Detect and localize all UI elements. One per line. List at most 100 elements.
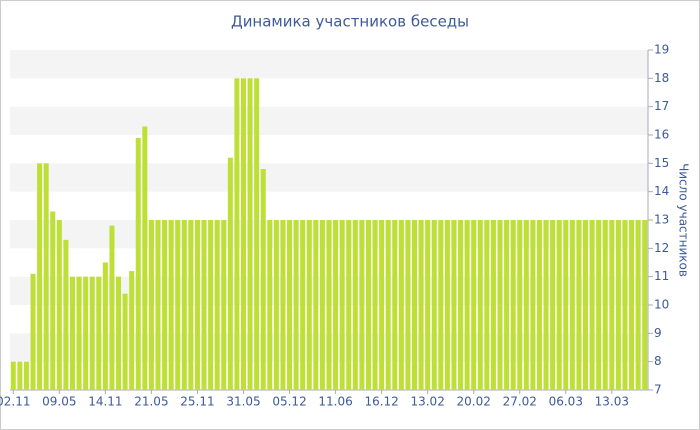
bar <box>510 220 516 390</box>
grid-band <box>10 163 648 192</box>
bar <box>175 220 181 390</box>
bar <box>425 220 431 390</box>
bar <box>339 220 345 390</box>
y-tick-label: 10 <box>654 298 669 312</box>
bar <box>287 220 293 390</box>
bar <box>43 163 49 390</box>
bar <box>615 220 621 390</box>
bar <box>569 220 575 390</box>
bar <box>142 126 148 390</box>
bar <box>122 293 128 390</box>
bar <box>365 220 371 390</box>
bar <box>517 220 523 390</box>
bar <box>596 220 602 390</box>
bar <box>129 271 135 390</box>
bar <box>589 220 595 390</box>
bar <box>464 220 470 390</box>
bar <box>76 276 82 390</box>
y-tick-label: 16 <box>654 128 669 142</box>
bar <box>346 220 352 390</box>
x-tick-label: 16.12 <box>364 395 398 409</box>
bar <box>135 137 141 390</box>
grid-band <box>10 50 648 79</box>
bar <box>497 220 503 390</box>
bar <box>300 220 306 390</box>
bar <box>247 78 253 390</box>
bar <box>273 220 279 390</box>
y-tick-label: 18 <box>654 71 669 85</box>
bar <box>234 78 240 390</box>
x-tick-label: 02.11 <box>0 395 30 409</box>
bar <box>359 220 365 390</box>
bar <box>635 220 641 390</box>
bar <box>444 220 450 390</box>
x-tick-label: 09.05 <box>42 395 76 409</box>
y-tick-label: 8 <box>654 354 662 368</box>
y-tick-label: 17 <box>654 99 669 113</box>
x-tick-label: 11.06 <box>318 395 352 409</box>
bar <box>181 220 187 390</box>
bar <box>214 220 220 390</box>
bar <box>102 262 108 390</box>
bar <box>227 157 233 390</box>
bar <box>116 276 122 390</box>
bar <box>201 220 207 390</box>
bar <box>431 220 437 390</box>
bar <box>319 220 325 390</box>
bar <box>306 220 312 390</box>
bar <box>23 361 29 390</box>
bar <box>583 220 589 390</box>
bar <box>458 220 464 390</box>
bar <box>254 78 260 390</box>
bar <box>550 220 556 390</box>
bar <box>471 220 477 390</box>
bar <box>260 169 266 390</box>
bar <box>438 220 444 390</box>
bar <box>451 220 457 390</box>
bar <box>50 211 56 390</box>
bar <box>530 220 536 390</box>
bar <box>17 361 23 390</box>
y-tick-label: 7 <box>654 383 662 397</box>
x-tick-label: 25.11 <box>180 395 214 409</box>
bar <box>293 220 299 390</box>
bar <box>63 239 69 390</box>
bar <box>221 220 227 390</box>
x-tick-label: 05.12 <box>272 395 306 409</box>
grid-band <box>10 106 648 135</box>
bar <box>490 220 496 390</box>
bar <box>69 276 75 390</box>
x-tick-label: 21.05 <box>134 395 168 409</box>
bar <box>30 273 36 390</box>
bar <box>109 225 115 390</box>
bar <box>563 220 569 390</box>
bar <box>392 220 398 390</box>
bar <box>280 220 286 390</box>
bar <box>523 220 529 390</box>
x-tick-label: 20.02 <box>457 395 491 409</box>
bar <box>398 220 404 390</box>
bar <box>504 220 510 390</box>
bar <box>37 163 43 390</box>
bar <box>267 220 273 390</box>
bar <box>609 220 615 390</box>
bar <box>484 220 490 390</box>
x-tick-label: 14.11 <box>88 395 122 409</box>
bar <box>405 220 411 390</box>
bar <box>89 276 95 390</box>
y-tick-label: 11 <box>654 269 669 283</box>
bar <box>96 276 102 390</box>
bar <box>313 220 319 390</box>
bar <box>333 220 339 390</box>
x-tick-label: 06.03 <box>549 395 583 409</box>
bar <box>477 220 483 390</box>
bar <box>602 220 608 390</box>
bar <box>576 220 582 390</box>
y-tick-label: 15 <box>654 156 669 170</box>
bar <box>352 220 358 390</box>
bar <box>148 220 154 390</box>
bar <box>188 220 194 390</box>
x-tick-label: 27.02 <box>503 395 537 409</box>
bar <box>240 78 246 390</box>
